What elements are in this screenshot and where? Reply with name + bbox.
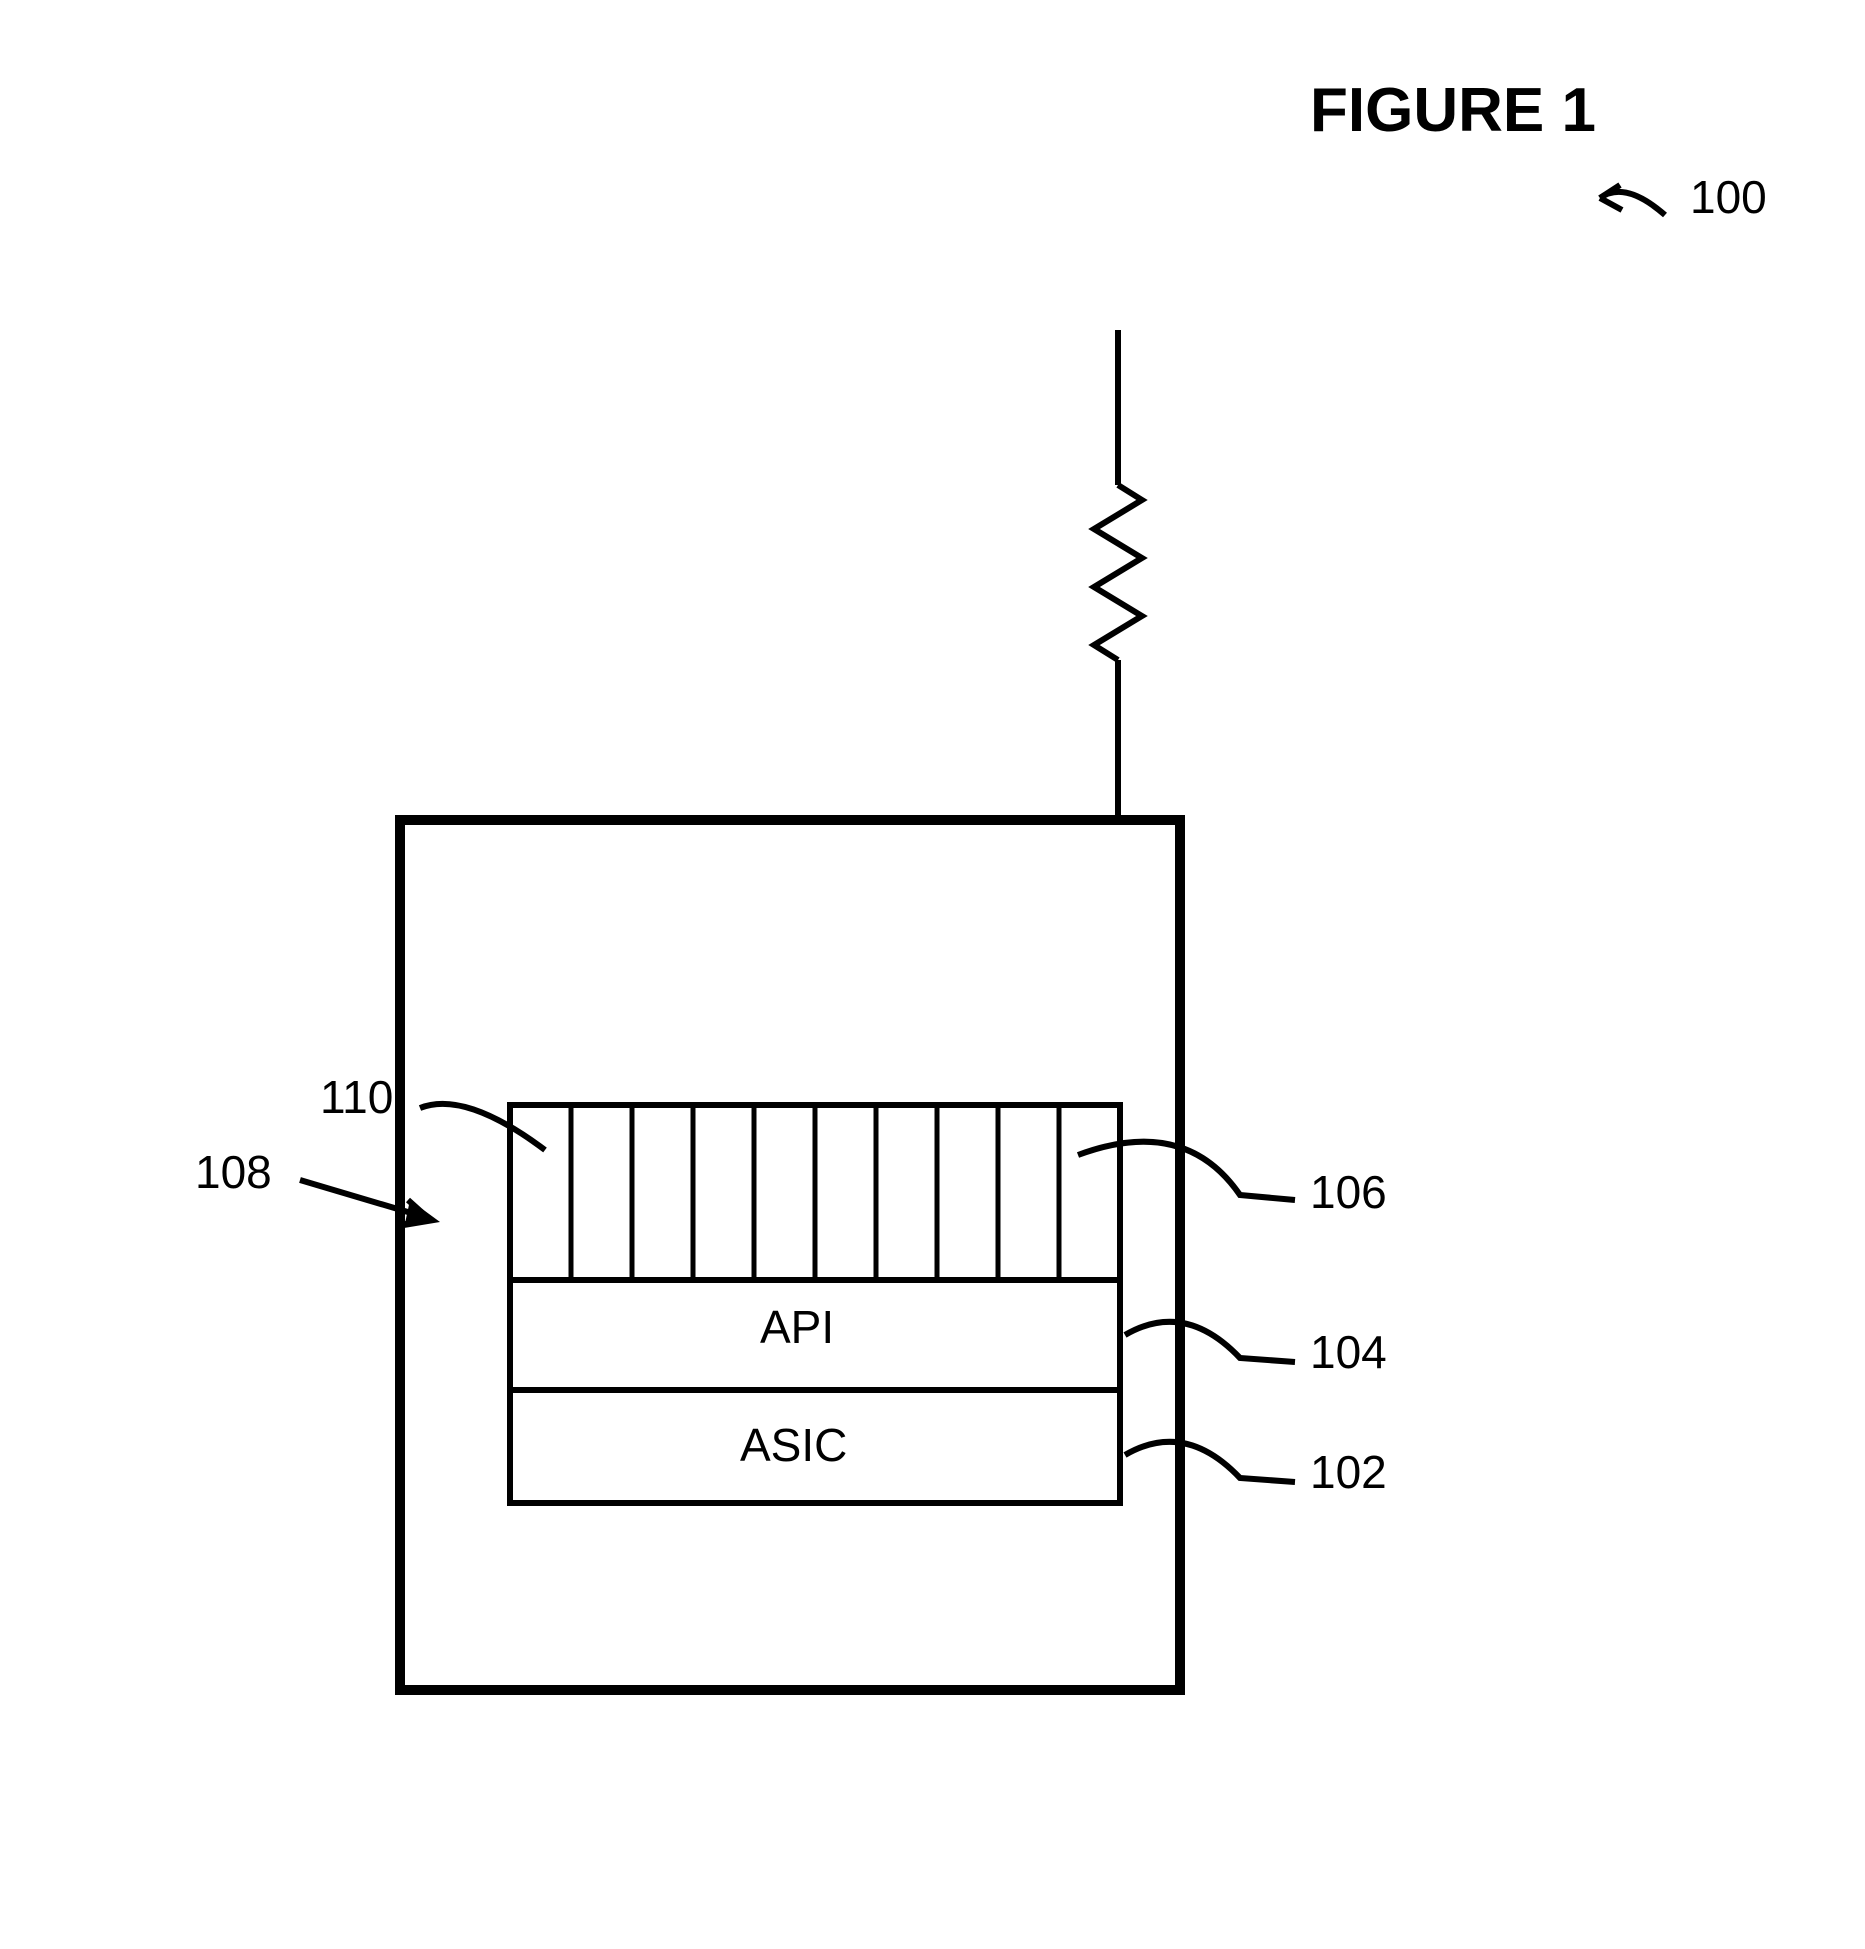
leader-102 (1125, 1442, 1295, 1482)
leader-106 (1078, 1142, 1295, 1200)
diagram-svg (0, 0, 1865, 1949)
asic-label: ASIC (740, 1418, 847, 1472)
ref-label-106: 106 (1310, 1165, 1387, 1219)
leader-104 (1125, 1322, 1295, 1362)
leader-100 (1600, 185, 1665, 215)
ref-label-104: 104 (1310, 1325, 1387, 1379)
outer-box (400, 820, 1180, 1690)
arrow-108 (300, 1180, 440, 1228)
ref-label-100: 100 (1690, 170, 1767, 224)
ref-label-102: 102 (1310, 1445, 1387, 1499)
ref-label-108: 108 (195, 1145, 272, 1199)
grid-section (571, 1105, 1059, 1280)
resistor-icon (1094, 330, 1142, 820)
figure-title: FIGURE 1 (1310, 75, 1596, 146)
ref-label-110: 110 (320, 1070, 393, 1124)
api-label: API (760, 1300, 834, 1354)
leader-110 (420, 1104, 545, 1150)
